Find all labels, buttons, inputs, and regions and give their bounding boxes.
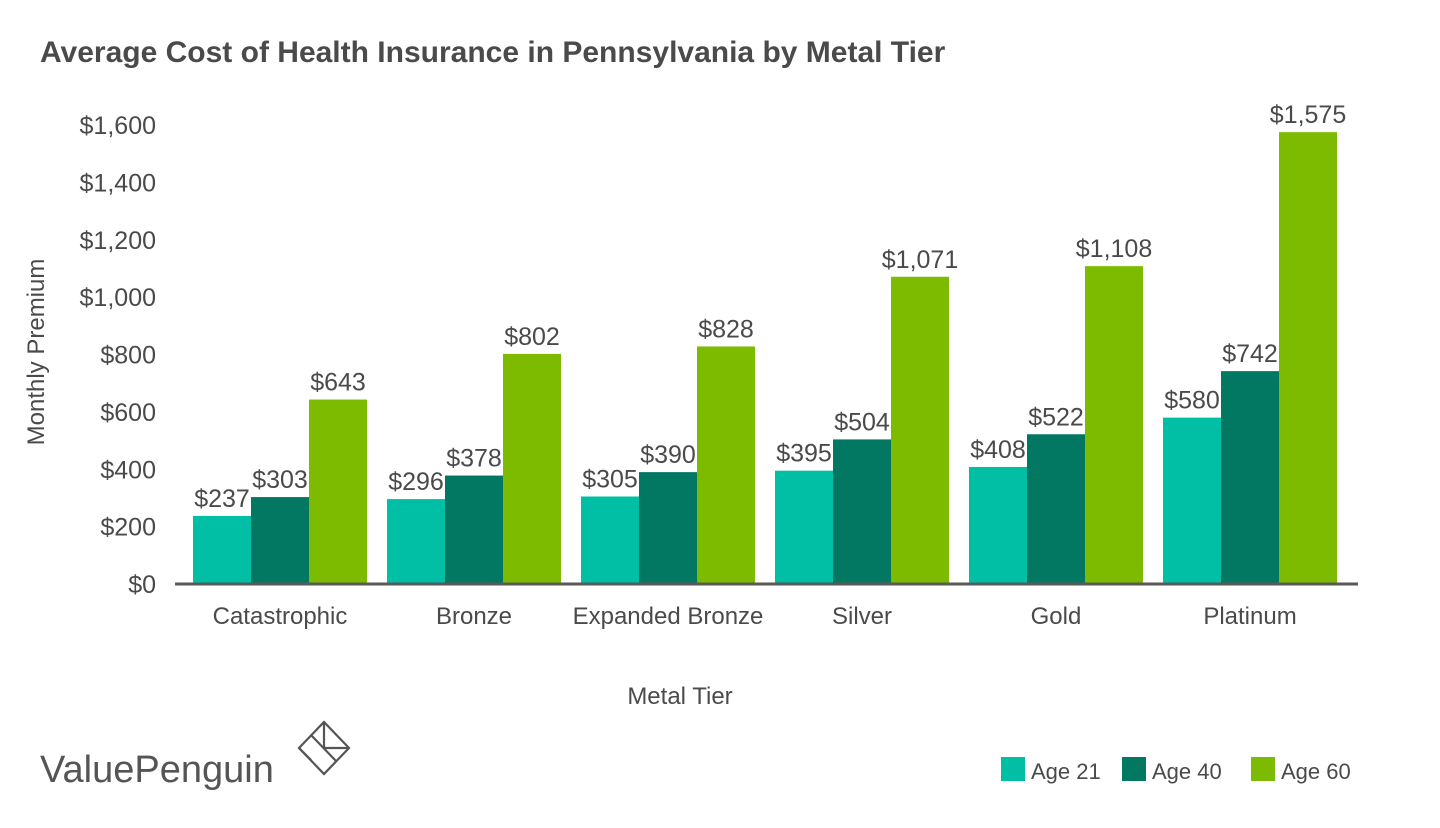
bar (1221, 371, 1279, 584)
x-axis-categories: Catastrophic Bronze Expanded Bronze Silver G… (213, 603, 1297, 630)
bar-value-label: $504 (834, 408, 890, 436)
x-tick-label: Expanded Bronze (573, 603, 764, 630)
y-axis-label: Monthly Premium (23, 259, 50, 446)
bar-value-label: $580 (1164, 387, 1220, 415)
y-tick-label: $800 (100, 342, 156, 370)
bar (1163, 417, 1221, 584)
x-tick-label: Bronze (436, 603, 512, 630)
bar-value-label: $1,575 (1270, 101, 1346, 129)
bar-value-label: $828 (698, 315, 754, 343)
y-tick-label: $400 (100, 456, 156, 484)
y-axis-ticks: $0 $200 $400 $600 $800 $1,000 $1,200 $1,400 $1,6… (80, 112, 156, 599)
y-tick-label: $0 (128, 571, 156, 599)
bar-value-label: $408 (970, 436, 1026, 464)
bar-value-label: $643 (310, 369, 366, 397)
bar (639, 472, 697, 584)
legend-swatch (1251, 757, 1275, 781)
bar (891, 276, 949, 584)
bar (1279, 132, 1337, 584)
x-tick-label: Platinum (1203, 603, 1296, 630)
bars (193, 132, 1337, 584)
bar-value-label: $1,108 (1076, 235, 1152, 263)
value-labels: $237$303 $643 $296$378 $802 $305$390 $828 $395… (194, 101, 1346, 513)
y-tick-label: $1,400 (80, 169, 156, 197)
bar-value-label: $303 (252, 466, 308, 494)
bar (503, 353, 561, 584)
legend-swatch (1001, 757, 1025, 781)
legend-swatch (1122, 757, 1146, 781)
bar (775, 470, 833, 584)
bar-value-label: $305 (582, 466, 638, 494)
x-tick-label: Silver (832, 603, 892, 630)
bar (251, 497, 309, 584)
bar-value-label: $296 (388, 468, 444, 496)
y-tick-label: $200 (100, 514, 156, 542)
legend-label: Age 40 (1152, 759, 1222, 784)
bar (445, 475, 503, 584)
bar-value-label: $390 (640, 441, 696, 469)
y-tick-label: $1,000 (80, 284, 156, 312)
bar (387, 499, 445, 584)
bar-value-label: $1,071 (882, 246, 958, 274)
bar-value-label: $378 (446, 445, 502, 473)
bar (581, 496, 639, 584)
bar (833, 439, 891, 584)
bar (1085, 266, 1143, 584)
bar (969, 466, 1027, 584)
legend-label: Age 21 (1031, 759, 1101, 784)
x-tick-label: Catastrophic (213, 603, 348, 630)
bar (1027, 434, 1085, 584)
x-tick-label: Gold (1031, 603, 1082, 630)
legend-label: Age 60 (1281, 759, 1351, 784)
chart-title: Average Cost of Health Insurance in Penn… (40, 36, 946, 69)
bar (697, 346, 755, 584)
x-axis-label: Metal Tier (627, 683, 732, 710)
bar-value-label: $237 (194, 485, 250, 513)
y-tick-label: $1,200 (80, 227, 156, 255)
brand-name: ValuePenguin (40, 749, 274, 791)
y-tick-label: $1,600 (80, 112, 156, 140)
bar (309, 399, 367, 584)
bar-value-label: $395 (776, 440, 832, 468)
bar-value-label: $742 (1222, 340, 1278, 368)
bar (193, 516, 251, 584)
bar-value-label: $802 (504, 323, 560, 351)
y-tick-label: $600 (100, 399, 156, 427)
valuepenguin-logo-icon (297, 720, 351, 776)
legend: Age 21 Age 40 Age 60 (1001, 757, 1351, 784)
bar-value-label: $522 (1028, 403, 1084, 431)
brand-logo: ValuePenguin (40, 720, 351, 791)
